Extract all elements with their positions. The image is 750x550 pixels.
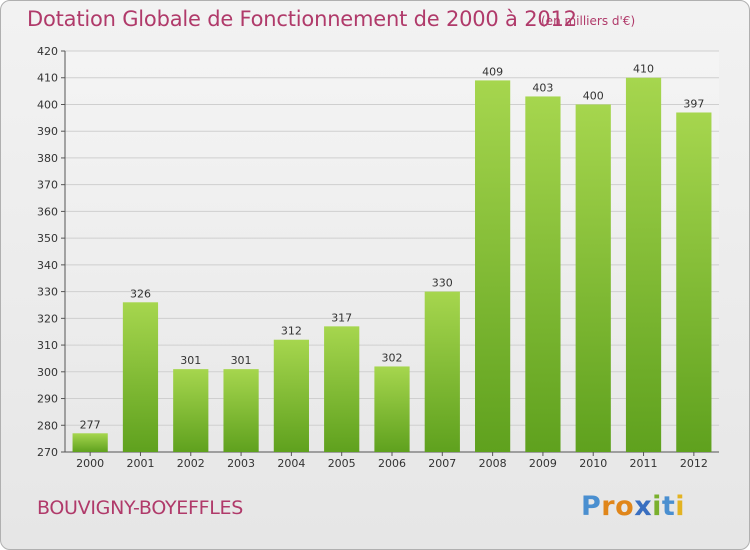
x-tick-label-2002: 2002 [177,457,205,470]
bar-2006 [374,366,410,452]
x-tick-label-2008: 2008 [479,457,507,470]
bar-2004 [273,339,309,452]
bar-2009 [525,96,561,453]
y-tick-label: 360 [37,205,58,218]
labels: 270 280 290 300 310 320 330 340 350 360 370 380 390 4… [37,45,708,470]
y-tick-label: 290 [37,393,58,406]
x-tick-label-2005: 2005 [328,457,356,470]
data-label-2005: 317 [331,311,352,324]
x-tick-label-2004: 2004 [277,457,305,470]
proxiti-logo[interactable]: Proxiti [581,491,686,522]
bar-2008 [475,80,511,452]
bar-2012 [676,112,712,452]
x-tick-label-2001: 2001 [126,457,154,470]
x-tick-label-2007: 2007 [428,457,456,470]
data-label-2012: 397 [683,97,704,110]
bar-2001 [122,302,159,452]
x-tick-label-2006: 2006 [378,457,406,470]
commune-name: BOUVIGNY-BOYEFFLES [37,497,243,519]
x-tick-label-2009: 2009 [529,457,557,470]
bar-2007 [424,291,460,452]
data-label-2001: 326 [130,287,151,300]
y-tick-label: 300 [37,366,58,379]
bars [72,77,712,453]
bar-2002 [173,369,209,452]
x-tick-label-2011: 2011 [630,457,658,470]
y-tick-label: 400 [37,98,58,111]
data-label-2002: 301 [180,354,201,367]
x-tick-label-2000: 2000 [76,457,104,470]
bar-2005 [324,326,360,452]
bar-2011 [625,77,662,452]
y-tick-label: 410 [37,72,58,85]
y-tick-label: 330 [37,286,58,299]
data-label-2010: 400 [583,89,604,102]
data-label-2003: 301 [231,354,252,367]
y-tick-label: 310 [37,339,58,352]
data-label-2011: 410 [633,63,654,76]
x-tick-label-2010: 2010 [579,457,607,470]
data-label-2007: 330 [432,277,453,290]
data-label-2008: 409 [482,65,503,78]
chart-subtitle: (en milliers d'€) [541,14,636,28]
bar-2010 [575,104,611,452]
y-tick-label: 270 [37,446,58,459]
x-tick-label-2003: 2003 [227,457,255,470]
bar-2003 [223,369,259,452]
y-tick-label: 340 [37,259,58,272]
x-tick-label-2012: 2012 [680,457,708,470]
y-tick-label: 350 [37,232,58,245]
y-tick-label: 380 [37,152,58,165]
y-tick-label: 280 [37,419,58,432]
bar-2000 [72,433,108,452]
y-tick-label: 370 [37,179,58,192]
data-label-2000: 277 [80,418,101,431]
y-tick-label: 320 [37,312,58,325]
chart-title: Dotation Globale de Fonctionnement de 20… [27,7,577,31]
y-tick-label: 420 [37,45,58,58]
y-tick-label: 390 [37,125,58,138]
data-label-2006: 302 [382,351,403,364]
data-label-2009: 403 [532,81,553,94]
data-label-2004: 312 [281,325,302,338]
